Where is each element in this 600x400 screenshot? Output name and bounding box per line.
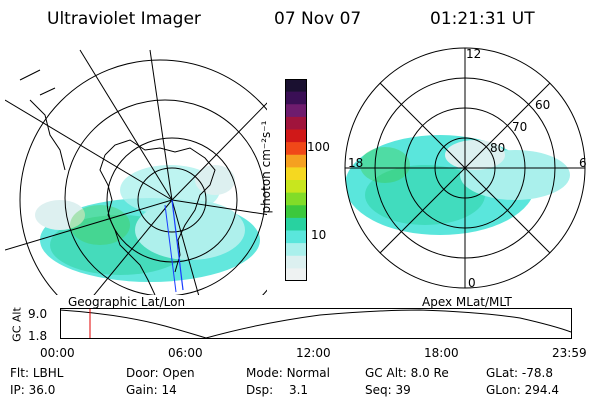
colorbar-band	[285, 255, 307, 269]
param-glon-key: GLon:	[486, 383, 521, 397]
geographic-map	[5, 49, 267, 295]
x-tick-1800: 18:00	[424, 346, 459, 360]
colorbar-band	[285, 167, 307, 181]
param-dsp-value: 3.1	[288, 383, 309, 397]
param-gain-key: Gain:	[126, 383, 158, 397]
colorbar-band	[285, 79, 307, 93]
param-gcalt: GC Alt: 8.0 Re	[365, 366, 449, 380]
mlat-label-60: 60	[535, 98, 551, 112]
colorbar-band	[285, 104, 307, 118]
date-label: 07 Nov 07	[274, 9, 362, 29]
colorbar-band	[285, 230, 307, 244]
colorbar-band	[285, 205, 307, 219]
param-seq-value: 39	[395, 383, 411, 397]
param-dsp: Dsp: 3.1	[246, 383, 308, 397]
param-mode-key: Mode:	[246, 366, 283, 380]
param-ip-key: IP:	[10, 383, 25, 397]
x-tick-0600: 06:00	[168, 346, 203, 360]
param-door-value: Open	[162, 366, 195, 380]
altitude-y-tick-low: 1.8	[28, 329, 48, 343]
param-seq-key: Seq:	[365, 383, 392, 397]
colorbar-unit: photon cm⁻²s⁻¹	[259, 120, 273, 214]
param-glat-key: GLat:	[486, 366, 519, 380]
param-dsp-key: Dsp:	[246, 383, 274, 397]
colorbar-band	[285, 91, 307, 105]
colorbar-tick-10: 10	[311, 228, 327, 242]
param-gcalt-key: GC Alt:	[365, 366, 407, 380]
colorbar-band	[285, 142, 307, 156]
colorbar-band	[285, 192, 307, 206]
param-gain: Gain: 14	[126, 383, 177, 397]
param-door: Door: Open	[126, 366, 195, 380]
param-flt-key: Flt:	[10, 366, 29, 380]
instrument-title: Ultraviolet Imager	[47, 9, 201, 29]
longitude-lines	[5, 49, 267, 295]
altitude-curve	[60, 309, 572, 339]
polar-grid	[344, 47, 586, 289]
altitude-axis-label: GC Alt	[10, 307, 24, 342]
param-glat-value: -78.8	[521, 366, 553, 380]
param-glon: GLon: 294.4	[486, 383, 559, 397]
param-glon-value: 294.4	[524, 383, 559, 397]
right-caption: Apex MLat/MLT	[422, 295, 512, 309]
colorbar-band	[285, 116, 307, 131]
latitude-circles	[19, 59, 267, 295]
param-ip-value: 36.0	[28, 383, 56, 397]
param-mode-value: Normal	[286, 366, 330, 380]
mlt-label-12: 12	[466, 47, 482, 61]
time-label: 01:21:31 UT	[430, 9, 535, 29]
param-gain-value: 14	[161, 383, 177, 397]
param-flt-value: LBHL	[32, 366, 64, 380]
colorbar-band	[285, 217, 307, 232]
mlt-label-0: 0	[468, 276, 476, 290]
colorbar-band	[285, 129, 307, 143]
polar-emission	[345, 135, 570, 235]
param-seq: Seq: 39	[365, 383, 411, 397]
colorbar-band	[285, 243, 307, 257]
x-tick-1200: 12:00	[296, 346, 331, 360]
colorbar-band	[285, 180, 307, 194]
altitude-plot	[60, 308, 572, 339]
param-flt: Flt: LBHL	[10, 366, 63, 380]
mlat-label-80: 80	[490, 141, 506, 155]
orbit-track-2	[164, 204, 177, 293]
colorbar-tick-100: 100	[307, 140, 330, 154]
coastline	[19, 69, 216, 295]
x-tick-0000: 00:00	[40, 346, 75, 360]
mlt-label-6: 6	[579, 156, 587, 170]
mlt-label-18: 18	[348, 156, 364, 170]
param-ip: IP: 36.0	[10, 383, 55, 397]
param-mode: Mode: Normal	[246, 366, 330, 380]
colorbar-band	[285, 268, 307, 281]
param-gcalt-value: 8.0 Re	[410, 366, 449, 380]
altitude-y-tick-high: 9.0	[28, 307, 48, 321]
x-tick-2359: 23:59	[552, 346, 587, 360]
colorbar	[285, 79, 307, 281]
left-caption: Geographic Lat/Lon	[68, 295, 186, 309]
mlat-label-70: 70	[512, 120, 528, 134]
param-glat: GLat: -78.8	[486, 366, 553, 380]
param-door-key: Door:	[126, 366, 159, 380]
colorbar-band	[285, 154, 307, 168]
mlat-mlt-polar-plot	[344, 47, 586, 289]
orbit-track	[171, 199, 184, 291]
